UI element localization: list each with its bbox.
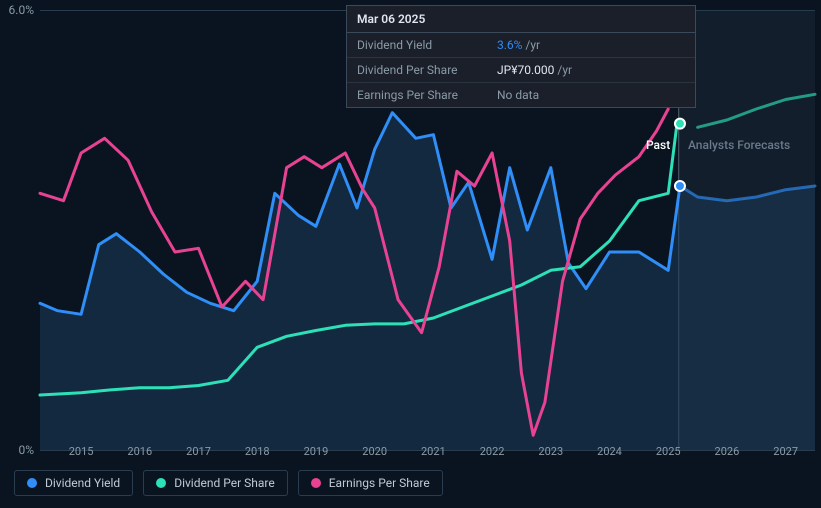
y-tick-label: 0%: [18, 443, 34, 457]
legend-label: Earnings Per Share: [329, 476, 430, 490]
legend-item-dividend-yield[interactable]: Dividend Yield: [14, 470, 133, 496]
tooltip-row-value: JP¥70.000 /yr: [497, 63, 572, 77]
tooltip-row-label: Dividend Per Share: [357, 63, 497, 77]
legend-dot: [27, 478, 37, 488]
legend-item-dividend-per-share[interactable]: Dividend Per Share: [143, 470, 288, 496]
tooltip-row: Dividend Per ShareJP¥70.000 /yr: [347, 58, 695, 83]
tooltip-row: Earnings Per ShareNo data: [347, 83, 695, 107]
x-tick-label: 2019: [304, 445, 329, 458]
forecast-label: Analysts Forecasts: [688, 138, 790, 152]
x-tick-label: 2016: [127, 445, 152, 458]
past-label: Past: [646, 138, 670, 152]
tooltip-row: Dividend Yield3.6% /yr: [347, 33, 695, 58]
legend-item-earnings-per-share[interactable]: Earnings Per Share: [298, 470, 443, 496]
tooltip-row-label: Dividend Yield: [357, 38, 497, 52]
legend-dot: [156, 478, 166, 488]
x-tick-label: 2026: [715, 445, 740, 458]
x-tick-label: 2020: [362, 445, 387, 458]
tooltip-row-value: 3.6% /yr: [497, 38, 540, 52]
tooltip-row-label: Earnings Per Share: [357, 88, 497, 102]
x-tick-label: 2017: [186, 445, 211, 458]
tooltip: Mar 06 2025 Dividend Yield3.6% /yrDivide…: [346, 5, 696, 108]
tooltip-date: Mar 06 2025: [347, 6, 695, 33]
legend-label: Dividend Per Share: [174, 476, 275, 490]
x-tick-label: 2018: [245, 445, 270, 458]
y-tick-label: 6.0%: [9, 3, 34, 17]
x-tick-label: 2024: [597, 445, 622, 458]
legend-dot: [311, 478, 321, 488]
x-tick-label: 2015: [69, 445, 94, 458]
legend: Dividend Yield Dividend Per Share Earnings…: [14, 470, 443, 496]
tooltip-row-value: No data: [497, 88, 539, 102]
x-tick-label: 2023: [538, 445, 563, 458]
x-tick-label: 2025: [656, 445, 681, 458]
legend-label: Dividend Yield: [45, 476, 120, 490]
x-tick-label: 2021: [421, 445, 446, 458]
tooltip-rows: Dividend Yield3.6% /yrDividend Per Share…: [347, 33, 695, 107]
x-tick-label: 2027: [773, 445, 798, 458]
x-tick-label: 2022: [480, 445, 505, 458]
x-axis-labels: 2015 2016 2017 2018 2019 2020 2021 2022 2023 2024…: [40, 445, 815, 465]
